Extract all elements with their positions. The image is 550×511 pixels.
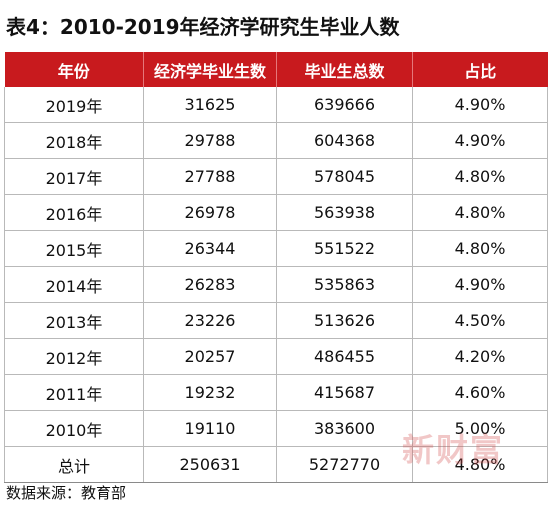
cell-share: 4.20% xyxy=(412,338,548,375)
table-row: 2015年 26344 551522 4.80% xyxy=(4,230,548,267)
cell-econ-graduates: 26283 xyxy=(143,266,277,303)
table-row: 2019年 31625 639666 4.90% xyxy=(4,87,548,123)
cell-total-graduates: 604368 xyxy=(276,122,413,159)
data-source-note: 数据来源：教育部 xyxy=(6,484,127,502)
cell-total-graduates: 551522 xyxy=(276,230,413,267)
table-row: 2017年 27788 578045 4.80% xyxy=(4,158,548,195)
cell-econ-graduates: 19232 xyxy=(143,374,277,411)
cell-econ-graduates: 19110 xyxy=(143,410,277,447)
column-header-share: 占比 xyxy=(412,52,548,87)
total-cell-year: 总计 xyxy=(4,446,144,483)
cell-econ-graduates: 29788 xyxy=(143,122,277,159)
column-header-econ-graduates: 经济学毕业生数 xyxy=(143,52,277,87)
cell-econ-graduates: 31625 xyxy=(143,87,277,123)
cell-total-graduates: 486455 xyxy=(276,338,413,375)
cell-year: 2019年 xyxy=(4,87,144,123)
cell-econ-graduates: 26978 xyxy=(143,194,277,231)
cell-year: 2015年 xyxy=(4,230,144,267)
total-row: 总计 250631 5272770 4.80% xyxy=(4,446,548,483)
cell-total-graduates: 639666 xyxy=(276,87,413,123)
table-row: 2011年 19232 415687 4.60% xyxy=(4,374,548,411)
cell-year: 2013年 xyxy=(4,302,144,339)
table-row: 2016年 26978 563938 4.80% xyxy=(4,194,548,231)
cell-share: 4.80% xyxy=(412,230,548,267)
cell-share: 4.80% xyxy=(412,158,548,195)
total-cell-share: 4.80% xyxy=(412,446,548,483)
table-row: 2013年 23226 513626 4.50% xyxy=(4,302,548,339)
table-row: 2012年 20257 486455 4.20% xyxy=(4,338,548,375)
table-row: 2018年 29788 604368 4.90% xyxy=(4,122,548,159)
cell-share: 4.50% xyxy=(412,302,548,339)
cell-share: 4.60% xyxy=(412,374,548,411)
cell-share: 4.90% xyxy=(412,122,548,159)
cell-total-graduates: 535863 xyxy=(276,266,413,303)
cell-year: 2014年 xyxy=(4,266,144,303)
column-header-total-graduates: 毕业生总数 xyxy=(276,52,413,87)
table-row: 2010年 19110 383600 5.00% xyxy=(4,410,548,447)
table-row: 2014年 26283 535863 4.90% xyxy=(4,266,548,303)
cell-econ-graduates: 20257 xyxy=(143,338,277,375)
cell-total-graduates: 513626 xyxy=(276,302,413,339)
cell-total-graduates: 415687 xyxy=(276,374,413,411)
cell-year: 2016年 xyxy=(4,194,144,231)
cell-year: 2017年 xyxy=(4,158,144,195)
table-title: 表4：2010-2019年经济学研究生毕业人数 xyxy=(6,15,400,39)
cell-total-graduates: 383600 xyxy=(276,410,413,447)
cell-share: 5.00% xyxy=(412,410,548,447)
cell-econ-graduates: 27788 xyxy=(143,158,277,195)
cell-year: 2011年 xyxy=(4,374,144,411)
cell-total-graduates: 578045 xyxy=(276,158,413,195)
total-cell-econ-graduates: 250631 xyxy=(143,446,277,483)
cell-share: 4.90% xyxy=(412,87,548,123)
cell-year: 2012年 xyxy=(4,338,144,375)
cell-share: 4.90% xyxy=(412,266,548,303)
column-header-year: 年份 xyxy=(4,52,144,87)
data-table: 年份 经济学毕业生数 毕业生总数 占比 2019年 31625 639666 4.90… xyxy=(4,52,548,483)
cell-share: 4.80% xyxy=(412,194,548,231)
header-row: 年份 经济学毕业生数 毕业生总数 占比 xyxy=(4,52,548,87)
cell-year: 2010年 xyxy=(4,410,144,447)
cell-total-graduates: 563938 xyxy=(276,194,413,231)
cell-year: 2018年 xyxy=(4,122,144,159)
cell-econ-graduates: 23226 xyxy=(143,302,277,339)
cell-econ-graduates: 26344 xyxy=(143,230,277,267)
total-cell-total-graduates: 5272770 xyxy=(276,446,413,483)
